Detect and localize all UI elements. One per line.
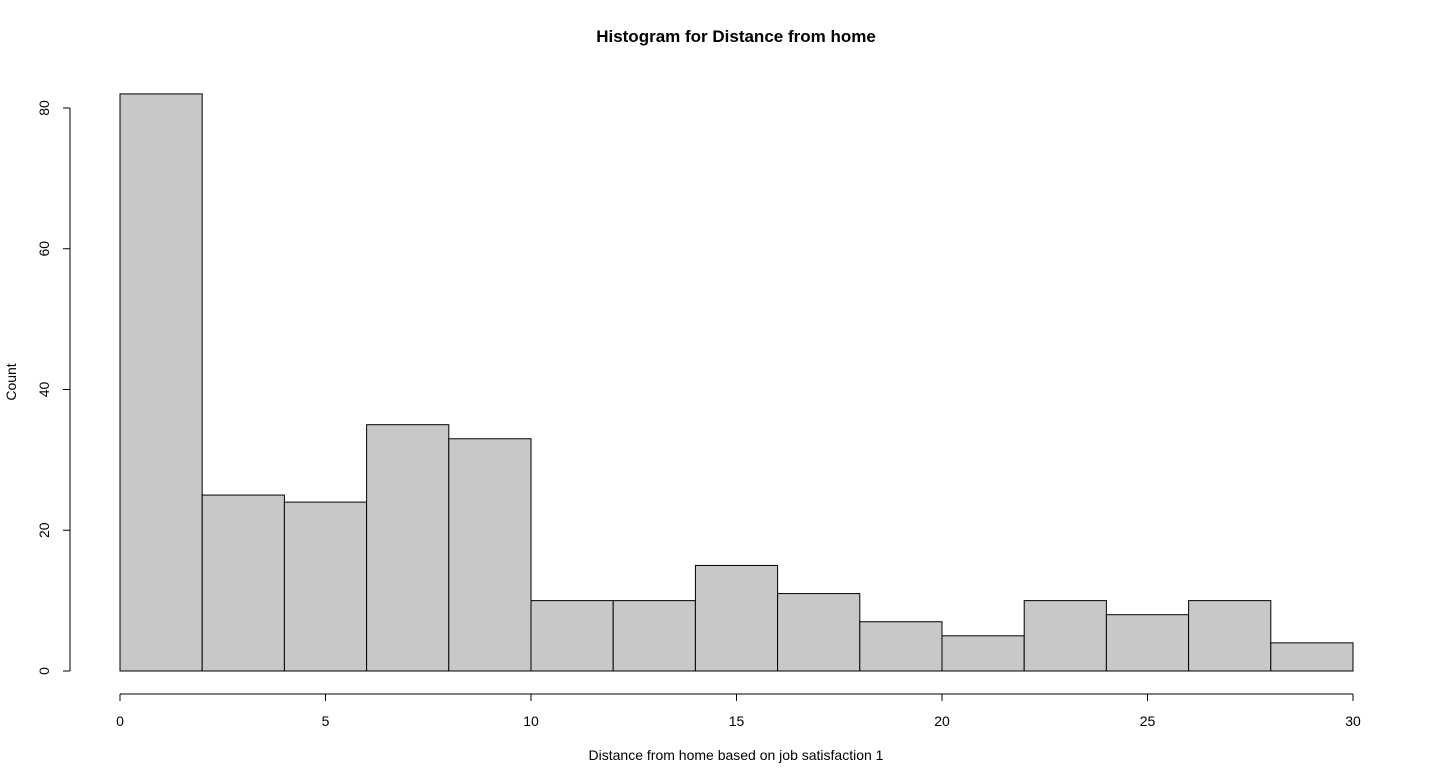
histogram-bar bbox=[859, 621, 943, 672]
histogram-bar bbox=[941, 635, 1025, 672]
histogram-bar bbox=[694, 564, 779, 672]
y-tick-label: 40 bbox=[36, 382, 52, 398]
histogram-bar bbox=[1105, 614, 1190, 672]
bars-group bbox=[119, 93, 1354, 672]
x-tick-label: 20 bbox=[934, 713, 950, 729]
histogram-bar bbox=[283, 501, 368, 672]
histogram-bar bbox=[777, 593, 861, 672]
x-axis-ticks: 0 5 10 15 20 25 30 bbox=[116, 694, 1361, 729]
x-tick-label: 30 bbox=[1345, 713, 1361, 729]
histogram-bar bbox=[1023, 600, 1107, 672]
y-tick-label: 0 bbox=[36, 667, 52, 675]
y-tick-label: 80 bbox=[36, 100, 52, 116]
histogram-bar bbox=[530, 600, 614, 672]
x-tick-label: 15 bbox=[729, 713, 745, 729]
x-tick-label: 25 bbox=[1140, 713, 1156, 729]
histogram-bar bbox=[119, 93, 203, 672]
histogram-bar bbox=[448, 438, 532, 672]
histogram-bar bbox=[366, 424, 450, 672]
y-axis-label: Count bbox=[3, 363, 19, 400]
x-tick-label: 0 bbox=[116, 713, 124, 729]
y-tick-label: 20 bbox=[36, 522, 52, 538]
y-tick-label: 60 bbox=[36, 241, 52, 257]
chart-title: Histogram for Distance from home bbox=[596, 27, 876, 46]
histogram-bar bbox=[1270, 642, 1354, 672]
x-tick-label: 5 bbox=[322, 713, 330, 729]
y-axis-ticks: 0 20 40 60 80 bbox=[36, 100, 70, 675]
histogram-bar bbox=[612, 600, 696, 672]
x-axis-label: Distance from home based on job satisfac… bbox=[589, 747, 884, 763]
x-tick-label: 10 bbox=[523, 713, 539, 729]
histogram-bar bbox=[1188, 600, 1272, 672]
histogram-bar bbox=[201, 494, 285, 672]
